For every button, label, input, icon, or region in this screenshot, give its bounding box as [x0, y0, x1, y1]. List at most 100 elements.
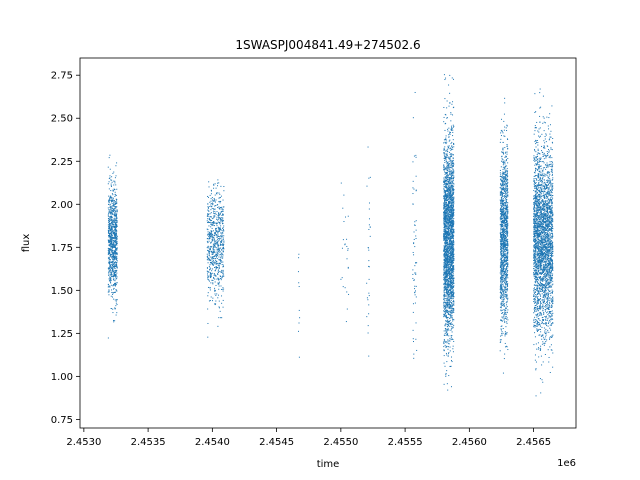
data-point — [445, 276, 447, 278]
data-point — [444, 279, 446, 281]
data-point — [218, 228, 220, 230]
data-point — [450, 296, 452, 298]
data-point — [450, 128, 452, 130]
data-point — [446, 176, 448, 178]
data-point — [451, 164, 453, 166]
data-point — [452, 345, 454, 347]
data-point — [501, 218, 503, 220]
data-point — [113, 257, 115, 259]
data-point — [443, 186, 445, 188]
data-point — [450, 312, 452, 314]
data-point — [207, 222, 209, 224]
data-point — [414, 224, 416, 226]
data-point — [112, 237, 114, 239]
data-point — [448, 225, 450, 227]
data-point — [212, 217, 214, 219]
data-point — [219, 230, 221, 232]
data-point — [449, 236, 451, 238]
data-point — [450, 322, 452, 324]
data-point — [451, 282, 453, 284]
data-point — [450, 297, 452, 299]
data-point — [114, 308, 116, 310]
data-point — [502, 208, 504, 210]
data-point — [109, 229, 111, 231]
data-point — [451, 267, 453, 269]
data-point — [501, 209, 503, 211]
data-point — [109, 274, 111, 276]
data-point — [340, 182, 342, 184]
data-point — [451, 233, 453, 235]
data-point — [506, 186, 508, 188]
data-point — [369, 226, 371, 228]
data-point — [447, 353, 449, 355]
data-point — [446, 291, 448, 293]
data-point — [415, 285, 417, 287]
data-point — [450, 261, 452, 263]
data-point — [444, 204, 446, 206]
data-point — [447, 310, 449, 312]
data-point — [447, 203, 449, 205]
data-point — [448, 185, 450, 187]
data-point — [506, 297, 508, 299]
data-point — [503, 223, 505, 225]
data-point — [505, 127, 507, 129]
data-point — [453, 302, 455, 304]
data-point — [215, 222, 217, 224]
data-point — [505, 254, 507, 256]
data-point — [449, 242, 451, 244]
data-point — [447, 341, 449, 343]
data-point — [209, 216, 211, 218]
data-point — [298, 356, 300, 358]
data-point — [445, 198, 447, 200]
data-point — [445, 231, 447, 233]
data-point — [221, 272, 223, 274]
data-point — [500, 310, 502, 312]
data-point — [116, 218, 118, 220]
data-point — [504, 264, 506, 266]
data-point — [444, 195, 446, 197]
data-point — [114, 257, 116, 259]
data-point — [222, 237, 224, 239]
data-point — [444, 248, 446, 250]
data-point — [112, 285, 114, 287]
data-point — [452, 213, 454, 215]
data-point — [446, 317, 448, 319]
data-point — [450, 260, 452, 262]
data-point — [503, 293, 505, 295]
data-point — [109, 265, 111, 267]
data-point — [448, 273, 450, 275]
data-point — [222, 227, 224, 229]
data-point — [213, 275, 215, 277]
data-point — [447, 187, 449, 189]
data-point — [108, 290, 110, 292]
data-point — [220, 211, 222, 213]
data-point — [114, 177, 116, 179]
data-point — [114, 255, 116, 257]
data-point — [446, 264, 448, 266]
data-point — [502, 147, 504, 149]
data-point — [443, 139, 445, 141]
data-point — [447, 242, 449, 243]
data-point — [443, 313, 445, 315]
data-point — [444, 259, 446, 261]
data-point — [207, 231, 209, 233]
data-point — [504, 282, 506, 284]
data-point — [446, 175, 448, 177]
data-point — [448, 237, 450, 239]
data-point — [444, 295, 446, 297]
data-point — [108, 227, 110, 229]
data-point — [444, 246, 446, 248]
data-point — [500, 257, 502, 259]
data-point — [452, 78, 454, 80]
data-point — [502, 253, 504, 255]
data-point — [447, 259, 449, 261]
data-point — [507, 217, 509, 219]
data-point — [111, 273, 113, 275]
data-point — [447, 226, 449, 228]
data-point — [221, 244, 223, 246]
data-point — [109, 285, 111, 287]
data-point — [443, 286, 445, 288]
data-point — [415, 290, 417, 292]
data-point — [114, 227, 116, 229]
data-point — [207, 271, 209, 273]
